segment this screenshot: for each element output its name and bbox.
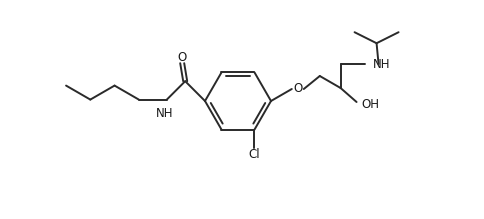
Text: O: O [177,51,186,64]
Text: NH: NH [372,58,389,71]
Text: O: O [292,83,302,95]
Text: OH: OH [361,99,379,111]
Text: Cl: Cl [248,148,260,161]
Text: NH: NH [156,107,173,120]
